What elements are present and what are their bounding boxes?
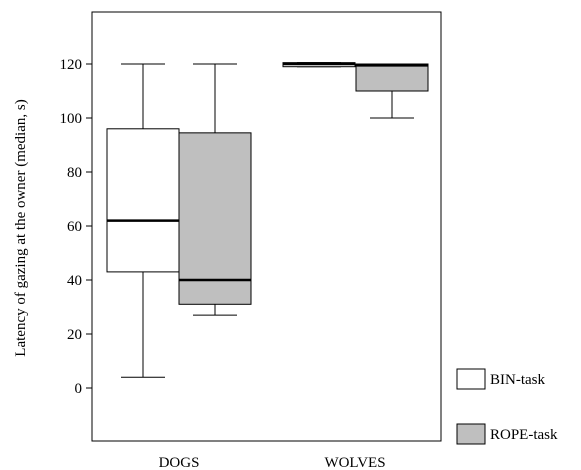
legend-label: ROPE-task xyxy=(490,427,558,443)
box-bin-task-wolves xyxy=(282,62,356,68)
y-tick-label: 80 xyxy=(67,165,82,181)
legend: BIN-task ROPE-task xyxy=(456,368,558,445)
x-tick-label: DOGS xyxy=(159,455,200,470)
box-iqr xyxy=(355,63,429,92)
legend-item: ROPE-task xyxy=(456,423,558,445)
legend-swatch xyxy=(456,423,486,445)
legend-swatch xyxy=(456,368,486,390)
y-tick-label: 40 xyxy=(67,273,82,289)
y-tick-label: 20 xyxy=(67,327,82,343)
legend-item: BIN-task xyxy=(456,368,545,390)
x-axis: DOGS WOLVES xyxy=(159,455,386,470)
box-iqr xyxy=(106,128,180,273)
y-tick-label: 60 xyxy=(67,219,82,235)
boxes-layer xyxy=(106,62,429,378)
y-axis-label: Latency of gazing at the owner (median, … xyxy=(13,99,29,356)
legend-label: BIN-task xyxy=(490,372,545,388)
box-bin-task-dogs xyxy=(106,63,180,378)
box-rope-task-dogs xyxy=(178,63,252,316)
y-tick-label: 0 xyxy=(75,381,83,397)
box-rope-task-wolves xyxy=(355,63,429,119)
y-axis: 0 20 40 60 80 100 120 xyxy=(60,57,92,397)
box-iqr xyxy=(178,132,252,305)
y-tick-label: 100 xyxy=(60,111,83,127)
y-tick-label: 120 xyxy=(60,57,83,73)
x-tick-label: WOLVES xyxy=(324,455,385,470)
